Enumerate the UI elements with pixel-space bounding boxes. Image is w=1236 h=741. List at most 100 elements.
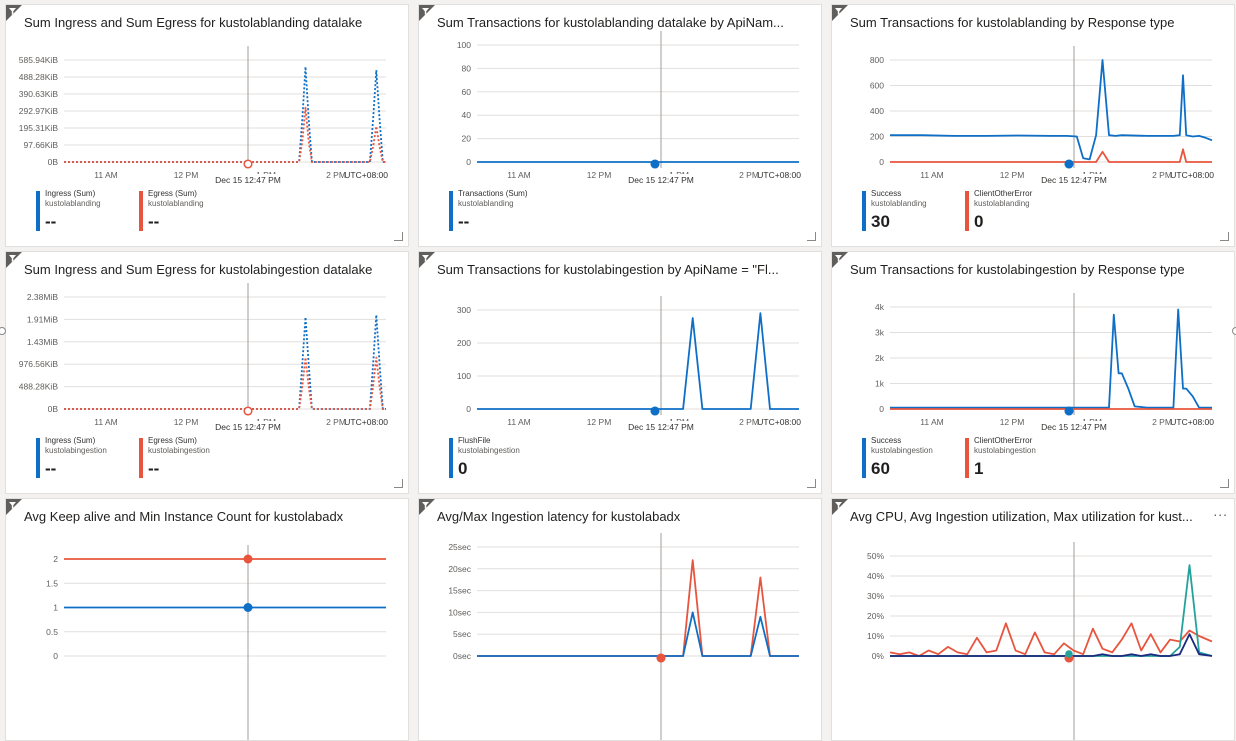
y-tick-label: 0% bbox=[872, 651, 885, 661]
y-tick-label: 976.56KiB bbox=[19, 359, 59, 369]
legend-value: 0 bbox=[974, 212, 984, 231]
chart-tile[interactable]: Sum Transactions for kustolabingestion b… bbox=[418, 251, 822, 494]
legend-value: 60 bbox=[871, 459, 890, 478]
legend-item[interactable]: Ingress (Sum) kustolabingestion -- bbox=[36, 436, 155, 480]
y-tick-label: 40% bbox=[867, 571, 884, 581]
series-line[interactable] bbox=[889, 622, 1213, 657]
line-chart[interactable]: 2.38MiB 1.91MiB 1.43MiB 976.56KiB 488.28KiB 0… bbox=[6, 252, 409, 494]
tile-title[interactable]: Sum Transactions for kustolablanding by … bbox=[850, 15, 1175, 30]
series-line[interactable] bbox=[477, 611, 799, 657]
legend-color-bar bbox=[139, 438, 143, 478]
filter-icon[interactable] bbox=[832, 499, 848, 515]
legend-color-bar bbox=[862, 438, 866, 478]
legend-item[interactable]: ClientOtherError kustolablanding 0 bbox=[965, 189, 1084, 233]
filter-icon[interactable] bbox=[6, 252, 22, 268]
left-edge-handle[interactable] bbox=[0, 327, 6, 335]
filter-icon[interactable] bbox=[832, 5, 848, 21]
resize-handle[interactable] bbox=[1220, 479, 1229, 488]
chart-tile[interactable]: Avg Keep alive and Min Instance Count fo… bbox=[5, 498, 409, 741]
cursor-time-label: Dec 15 12:47 PM bbox=[1041, 175, 1107, 185]
filter-icon[interactable] bbox=[6, 5, 22, 21]
legend-item[interactable]: Egress (Sum) kustolabingestion -- bbox=[139, 436, 258, 480]
legend-series-name: ClientOtherError bbox=[974, 189, 1033, 198]
tile-title[interactable]: Avg CPU, Avg Ingestion utilization, Max … bbox=[850, 509, 1193, 524]
line-chart[interactable]: 2 1.5 1 0.5 0 bbox=[6, 499, 409, 741]
filter-icon[interactable] bbox=[832, 252, 848, 268]
x-tick-label: 12 PM bbox=[1000, 417, 1025, 427]
y-tick-label: 1.91MiB bbox=[27, 314, 59, 324]
chart-tile[interactable]: Avg CPU, Avg Ingestion utilization, Max … bbox=[831, 498, 1235, 741]
right-edge-handle[interactable] bbox=[1232, 327, 1236, 335]
series-line[interactable] bbox=[64, 106, 386, 163]
legend-item[interactable]: FlushFile kustolabingestion 0 bbox=[449, 436, 568, 480]
timezone-label: UTC+08:00 bbox=[757, 170, 801, 180]
y-tick-label: 0 bbox=[53, 651, 58, 661]
series-line[interactable] bbox=[477, 559, 799, 657]
series-line[interactable] bbox=[477, 312, 799, 410]
chart-tile[interactable]: Sum Transactions for kustolablanding by … bbox=[831, 4, 1235, 247]
y-tick-label: 488.28KiB bbox=[19, 382, 59, 392]
legend-value: 30 bbox=[871, 212, 890, 231]
filter-icon[interactable] bbox=[419, 5, 435, 21]
series-line[interactable] bbox=[890, 564, 1213, 657]
resize-handle[interactable] bbox=[807, 479, 816, 488]
legend-color-bar bbox=[862, 191, 866, 231]
legend-item[interactable]: Success kustolabingestion 60 bbox=[862, 436, 981, 480]
series-line[interactable] bbox=[890, 633, 1213, 657]
resize-handle[interactable] bbox=[1220, 232, 1229, 241]
tile-title[interactable]: Sum Transactions for kustolabingestion b… bbox=[437, 262, 779, 277]
tile-title[interactable]: Sum Ingress and Sum Egress for kustolabi… bbox=[24, 262, 373, 277]
series-line[interactable] bbox=[890, 59, 1213, 161]
x-tick-label: 11 AM bbox=[920, 170, 943, 180]
y-tick-label: 10% bbox=[867, 631, 884, 641]
legend-color-bar bbox=[449, 438, 453, 478]
y-tick-label: 0.5 bbox=[46, 627, 58, 637]
more-options-icon[interactable]: ... bbox=[1213, 503, 1228, 519]
legend-item[interactable]: Ingress (Sum) kustolablanding -- bbox=[36, 189, 155, 233]
cursor-label-bg bbox=[210, 421, 286, 432]
cursor-point bbox=[1064, 159, 1074, 169]
series-line[interactable] bbox=[64, 356, 386, 410]
chart-tile[interactable]: Sum Ingress and Sum Egress for kustolabi… bbox=[5, 251, 409, 494]
chart-tile[interactable]: Avg/Max Ingestion latency for kustolabad… bbox=[418, 498, 822, 741]
series-line[interactable] bbox=[64, 314, 386, 410]
chart-tile[interactable]: Sum Transactions for kustolabingestion b… bbox=[831, 251, 1235, 494]
line-chart[interactable]: 50% 40% 30% 20% 10% 0% bbox=[832, 499, 1235, 741]
filter-icon[interactable] bbox=[419, 499, 435, 515]
line-chart[interactable]: 25sec 20sec 15sec 10sec 5sec 0sec bbox=[419, 499, 822, 741]
x-tick-label: 11 AM bbox=[94, 170, 117, 180]
legend-value: 1 bbox=[974, 459, 984, 478]
legend-resource-name: kustolabingestion bbox=[458, 446, 520, 455]
y-tick-label: 390.63KiB bbox=[19, 89, 59, 99]
resize-handle[interactable] bbox=[394, 232, 403, 241]
series-line[interactable] bbox=[890, 148, 1212, 163]
tile-title[interactable]: Sum Transactions for kustolablanding dat… bbox=[437, 15, 784, 30]
series-line[interactable] bbox=[64, 65, 386, 163]
tile-title[interactable]: Avg Keep alive and Min Instance Count fo… bbox=[24, 509, 344, 524]
resize-handle[interactable] bbox=[807, 232, 816, 241]
filter-icon[interactable] bbox=[6, 499, 22, 515]
series-line[interactable] bbox=[890, 308, 1212, 409]
tile-title[interactable]: Sum Transactions for kustolabingestion b… bbox=[850, 262, 1185, 277]
legend-item[interactable]: Transactions (Sum) kustolablanding -- bbox=[449, 189, 568, 233]
chart-tile[interactable]: Sum Ingress and Sum Egress for kustolabl… bbox=[5, 4, 409, 247]
legend-item[interactable]: ClientOtherError kustolabingestion 1 bbox=[965, 436, 1084, 480]
line-chart[interactable]: 585.94KiB 488.28KiB 390.63KiB 292.97KiB 195.… bbox=[6, 5, 409, 247]
tile-title[interactable]: Sum Ingress and Sum Egress for kustolabl… bbox=[24, 15, 363, 30]
filter-icon[interactable] bbox=[419, 252, 435, 268]
tile-title[interactable]: Avg/Max Ingestion latency for kustolabad… bbox=[437, 509, 681, 524]
legend-color-bar bbox=[36, 438, 40, 478]
timezone-label: UTC+08:00 bbox=[1170, 170, 1214, 180]
legend-item[interactable]: Egress (Sum) kustolablanding -- bbox=[139, 189, 258, 233]
y-tick-label: 585.94KiB bbox=[19, 55, 59, 65]
x-tick-label: 12 PM bbox=[174, 417, 199, 427]
legend-value: -- bbox=[45, 212, 57, 231]
legend-item[interactable]: Success kustolablanding 30 bbox=[862, 189, 981, 233]
resize-handle[interactable] bbox=[394, 479, 403, 488]
x-tick-label: 2 PM bbox=[739, 170, 759, 180]
chart-tile[interactable]: Sum Transactions for kustolablanding dat… bbox=[418, 4, 822, 247]
